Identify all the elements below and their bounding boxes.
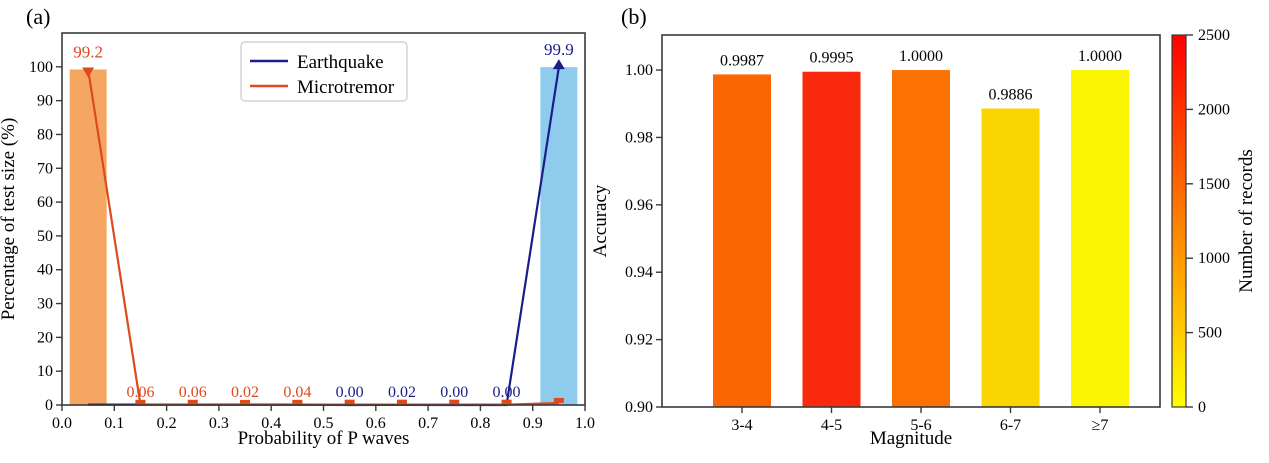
a-marker-square bbox=[135, 399, 146, 405]
a-ytick-label: 60 bbox=[37, 194, 53, 211]
a-ytick-label: 100 bbox=[29, 59, 53, 76]
a-xtick-label: 0.3 bbox=[209, 415, 229, 432]
a-line-microtremor bbox=[87, 69, 559, 407]
b-bar-value-label: 1.0000 bbox=[1078, 48, 1122, 65]
b-frame bbox=[661, 34, 1161, 408]
a-marker-square bbox=[187, 399, 198, 405]
a-bar-value-label: 99.2 bbox=[73, 43, 103, 62]
b-colorbar-label: Number of records bbox=[1236, 149, 1257, 293]
a-bar-1 bbox=[540, 67, 578, 405]
a-marker-triangle-up bbox=[552, 59, 565, 70]
a-marker-square bbox=[240, 399, 251, 405]
b-ytick-label: 0.92 bbox=[625, 332, 653, 349]
b-ytick-label: 1.00 bbox=[625, 62, 653, 79]
b-colorbar-tick-label: 2000 bbox=[1198, 101, 1230, 118]
b-ytick-label: 0.94 bbox=[625, 264, 653, 281]
b-xtick-label: ≥7 bbox=[1092, 417, 1109, 434]
b-bar-5-6 bbox=[892, 70, 950, 407]
a-xtick-label: 0.9 bbox=[523, 415, 543, 432]
b-colorbar bbox=[1171, 34, 1187, 408]
a-marker-square bbox=[553, 397, 564, 403]
chart-a: 0.00 0.02 0.00 0.00 0.06 0.06 0.02 0.04 99.2 99.9… bbox=[0, 32, 595, 449]
a-point-label: 0.00 bbox=[493, 384, 521, 401]
a-ytick-label: 90 bbox=[37, 93, 53, 110]
panel-label-b: (b) bbox=[621, 4, 647, 29]
a-xtick-label: 0.5 bbox=[314, 415, 334, 432]
a-legend: Earthquake Microtremor bbox=[240, 41, 408, 102]
b-ytick-label: 0.98 bbox=[625, 129, 653, 146]
b-x-axis-label: Magnitude bbox=[870, 428, 952, 449]
a-ytick-label: 40 bbox=[37, 262, 53, 279]
a-bar-value-label: 99.9 bbox=[544, 40, 574, 59]
a-marker-square bbox=[449, 399, 460, 405]
a-legend-label-earthquake: Earthquake bbox=[297, 52, 384, 73]
b-ytick-label: 0.96 bbox=[625, 197, 653, 214]
a-xtick-label: 0.1 bbox=[104, 415, 124, 432]
a-xtick-label: 1.0 bbox=[575, 415, 595, 432]
b-bar-6-7 bbox=[981, 108, 1040, 408]
a-ytick-label: 80 bbox=[37, 126, 53, 143]
b-xtick-label: 5-6 bbox=[910, 417, 931, 434]
b-xtick-label: 3-4 bbox=[731, 417, 752, 434]
b-colorbar-tick-label: 1000 bbox=[1198, 250, 1230, 267]
b-bar-3-4 bbox=[713, 74, 771, 407]
a-legend-label-microtremor: Microtremor bbox=[297, 77, 395, 98]
a-x-axis-label: Probability of P waves bbox=[238, 428, 410, 449]
b-bar-≥7 bbox=[1071, 70, 1129, 407]
a-xtick-label: 0.6 bbox=[366, 415, 386, 432]
a-point-label: 0.02 bbox=[388, 384, 416, 401]
b-colorbar-tick-label: 0 bbox=[1198, 399, 1206, 416]
a-ytick-label: 10 bbox=[37, 363, 53, 380]
a-line-earthquake bbox=[88, 66, 560, 407]
a-xtick-label: 0.8 bbox=[470, 415, 490, 432]
a-point-label: 0.06 bbox=[126, 384, 154, 401]
b-colorbar-tick-label: 500 bbox=[1198, 325, 1222, 342]
a-ytick-label: 50 bbox=[37, 228, 53, 245]
a-marker-square bbox=[292, 399, 303, 405]
a-ytick-label: 30 bbox=[37, 296, 53, 313]
a-xtick-label: 0.7 bbox=[418, 415, 438, 432]
a-ytick-label: 20 bbox=[37, 329, 53, 346]
b-bar-4-5 bbox=[802, 71, 861, 407]
a-point-label: 0.00 bbox=[336, 384, 364, 401]
panel-label-a: (a) bbox=[26, 4, 51, 29]
a-marker-square bbox=[501, 399, 512, 405]
chart-b: 0.9987 0.9995 1.0000 0.9886 1.0000 3-4 4-5 5-6 6… bbox=[590, 27, 1257, 449]
a-marker-square bbox=[396, 399, 407, 405]
b-colorbar-tick-label: 2500 bbox=[1198, 27, 1230, 44]
a-ytick-label: 70 bbox=[37, 160, 53, 177]
a-marker-square bbox=[344, 399, 355, 405]
b-xtick-label: 6-7 bbox=[1000, 417, 1021, 434]
b-colorbar-tick-label: 1500 bbox=[1198, 176, 1230, 193]
a-point-label: 0.02 bbox=[231, 384, 259, 401]
b-y-axis-label: Accuracy bbox=[590, 184, 611, 257]
b-bar-value-label: 0.9987 bbox=[720, 52, 764, 69]
b-bar-value-label: 0.9995 bbox=[810, 50, 854, 67]
b-bar-value-label: 1.0000 bbox=[899, 48, 943, 65]
a-y-axis-label: Percentage of test size (%) bbox=[0, 118, 19, 321]
b-bar-value-label: 0.9886 bbox=[989, 86, 1033, 103]
a-bar-0 bbox=[69, 69, 107, 406]
b-ytick-label: 0.90 bbox=[625, 399, 653, 416]
a-ytick-label: 0 bbox=[45, 397, 53, 414]
a-marker-triangle-down bbox=[82, 67, 95, 78]
a-point-label: 0.00 bbox=[440, 384, 468, 401]
b-xtick-label: 4-5 bbox=[821, 417, 842, 434]
a-point-label: 0.06 bbox=[179, 384, 207, 401]
a-xtick-label: 0.2 bbox=[157, 415, 177, 432]
a-point-label: 0.04 bbox=[283, 384, 311, 401]
a-xtick-label: 0.0 bbox=[52, 415, 72, 432]
a-xtick-label: 0.4 bbox=[261, 415, 281, 432]
